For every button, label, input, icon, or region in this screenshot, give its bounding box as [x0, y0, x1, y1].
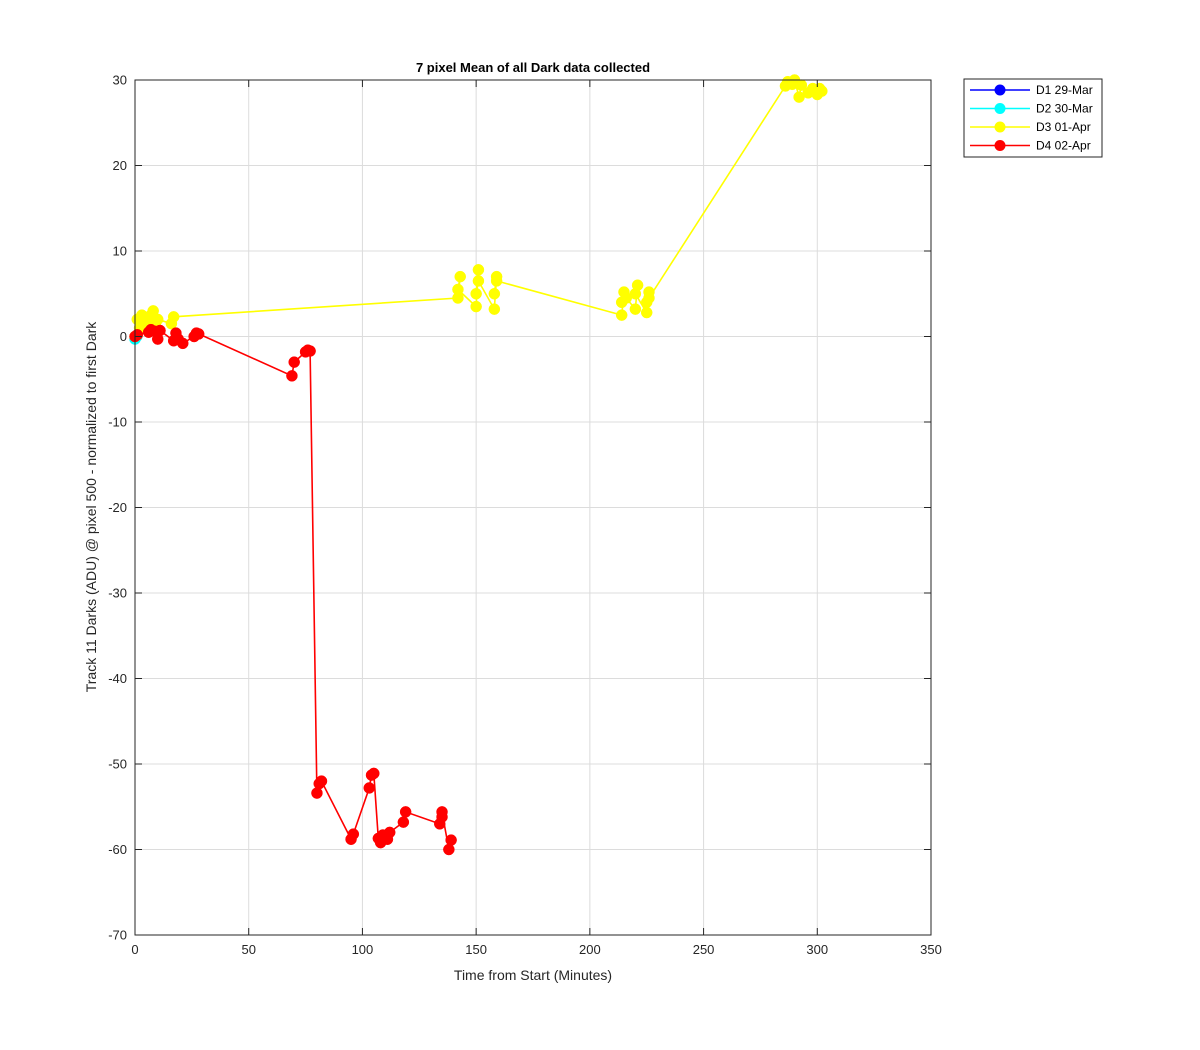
y-tick-label: 20 [113, 158, 127, 173]
data-point [643, 292, 655, 304]
data-point [615, 309, 628, 321]
data-point [436, 806, 448, 818]
y-tick-label: 0 [120, 329, 127, 344]
series-3 [129, 74, 828, 343]
data-point [488, 303, 501, 315]
data-point [640, 306, 653, 319]
x-axis-label: Time from Start (Minutes) [454, 967, 612, 983]
legend-marker [994, 140, 1006, 151]
y-tick-label: 30 [113, 73, 127, 88]
data-point [192, 328, 205, 340]
data-point [490, 275, 503, 287]
legend-label: D2 30-Mar [1036, 102, 1093, 116]
data-point [470, 288, 482, 300]
data-point [304, 345, 316, 357]
legend-item-2: D2 30-Mar [970, 102, 1093, 116]
ticks: 0 50 100 150 200 250 300 350-70-60-50-40-30-20-… [108, 73, 942, 958]
legend-box [963, 78, 1103, 158]
y-tick-label: -60 [108, 842, 127, 857]
x-tick-label: 0 [131, 942, 138, 957]
y-tick-label: -10 [108, 415, 127, 430]
y-tick-label: -70 [108, 928, 127, 943]
data-point [629, 303, 642, 315]
legend-label: D1 29-Mar [1036, 83, 1093, 97]
data-point [363, 782, 376, 794]
x-tick-label: 200 [579, 942, 601, 957]
data-point [288, 356, 300, 368]
data-point [154, 324, 166, 337]
legend-marker [994, 103, 1006, 114]
x-tick-label: 150 [465, 942, 487, 957]
data-point [167, 311, 180, 323]
data-point [399, 806, 412, 818]
legend-item-1: D1 29-Mar [970, 83, 1093, 97]
data-point [443, 843, 455, 856]
y-tick-label: -50 [108, 757, 127, 772]
y-tick-label: -20 [108, 500, 127, 515]
data-point [816, 85, 828, 97]
data-point [151, 313, 164, 326]
x-tick-label: 350 [920, 942, 942, 957]
data-point [470, 300, 482, 313]
legend-item-4: D4 02-Apr [970, 139, 1091, 153]
data-point [177, 337, 189, 350]
legend-marker [994, 84, 1006, 96]
data-point [454, 270, 466, 283]
data-point [397, 816, 410, 828]
data-point [286, 370, 298, 382]
legend: D1 29-Mar D2 30-Mar D3 01-Apr D4 02-Apr [963, 78, 1103, 158]
x-tick-label: 50 [241, 942, 255, 957]
legend-label: D4 02-Apr [1036, 139, 1091, 153]
chart-title: 7 pixel Mean of all Dark data collected [416, 60, 650, 75]
y-tick-label: -40 [108, 671, 127, 686]
data-point [347, 828, 360, 840]
y-tick-label: -30 [108, 586, 127, 601]
data-point [383, 826, 396, 839]
data-point [472, 264, 485, 276]
series-4 [129, 323, 457, 856]
x-tick-label: 100 [352, 942, 374, 957]
data-point [629, 288, 642, 300]
x-tick-label: 250 [693, 942, 715, 957]
data-point [131, 329, 144, 341]
legend-marker [994, 121, 1006, 133]
data-point [445, 834, 457, 846]
data-point [452, 283, 464, 296]
y-tick-label: 10 [113, 244, 127, 259]
data-point [488, 288, 501, 300]
data-point [315, 775, 328, 787]
data-point [472, 275, 485, 287]
legend-item-3: D3 01-Apr [970, 120, 1091, 134]
data-point [368, 767, 380, 780]
x-tick-label: 300 [806, 942, 828, 957]
y-axis-label: Track 11 Darks (ADU) @ pixel 500 - norma… [83, 321, 99, 693]
legend-label: D3 01-Apr [1036, 120, 1091, 134]
grid [135, 80, 931, 935]
data-point [311, 787, 323, 799]
